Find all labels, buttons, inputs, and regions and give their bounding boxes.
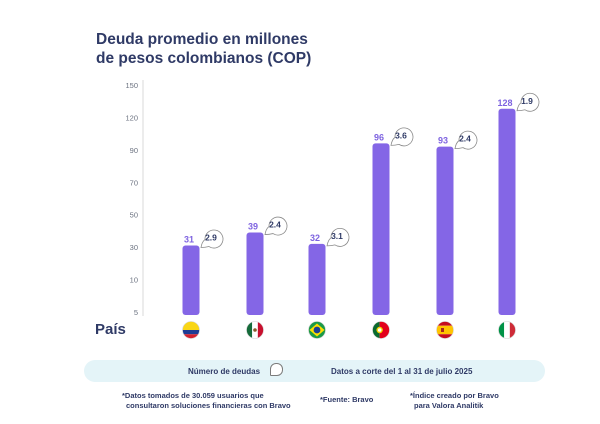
debt-count-bubble bbox=[326, 228, 350, 247]
bar-value-label: 31 bbox=[184, 235, 194, 245]
debt-count-label: 2.9 bbox=[205, 233, 217, 243]
y-tick-label: 10 bbox=[130, 276, 138, 285]
mexico-flag-icon bbox=[246, 321, 264, 339]
debt-count-label: 3.1 bbox=[331, 231, 343, 241]
speech-bubble-icon bbox=[270, 363, 283, 376]
chart-title: Deuda promedio en millones de pesos colo… bbox=[96, 30, 311, 68]
chart-title-line-2: de pesos colombianos (COP) bbox=[96, 50, 312, 67]
footnote-index-line-1: *Índice creado por Bravo bbox=[410, 391, 499, 400]
y-tick-label: 30 bbox=[130, 243, 138, 252]
brazil-flag-icon bbox=[308, 321, 326, 339]
y-tick-label: 50 bbox=[130, 211, 138, 220]
y-tick-label: 90 bbox=[130, 146, 138, 155]
debt-count-label: 1.9 bbox=[521, 96, 533, 106]
bar-value-label: 39 bbox=[248, 222, 258, 232]
y-tick-label: 70 bbox=[130, 178, 138, 187]
bar-value-label: 32 bbox=[310, 233, 320, 243]
debt-count-bubble bbox=[516, 92, 540, 112]
footnote-source-text: *Fuente: Bravo bbox=[320, 395, 374, 404]
debt-count-label: 2.4 bbox=[269, 220, 281, 230]
footnote-index: *Índice creado por Bravo para Valora Ana… bbox=[410, 391, 499, 411]
footnote-sample: *Datos tomados de 30.059 usuarios que co… bbox=[122, 391, 291, 411]
debt-count-bubble bbox=[390, 127, 414, 147]
x-axis-label: País bbox=[95, 321, 126, 338]
bar-2 bbox=[246, 232, 264, 315]
colombia-flag-icon bbox=[182, 321, 200, 339]
bar-4 bbox=[372, 143, 390, 315]
debt-count-bubble bbox=[454, 130, 478, 150]
bar-5 bbox=[436, 146, 454, 315]
bar-1 bbox=[182, 245, 200, 315]
italy-flag-icon bbox=[498, 321, 516, 339]
bar-value-label: 93 bbox=[438, 136, 448, 146]
footnote-sample-line-2: consultaron soluciones financieras con B… bbox=[126, 401, 291, 410]
bar-value-label: 128 bbox=[497, 98, 512, 108]
data-period-label: Datos a corte del 1 al 31 de julio 2025 bbox=[331, 367, 473, 376]
chart-title-line-1: Deuda promedio en millones bbox=[96, 31, 308, 48]
debt-count-bubble bbox=[264, 216, 288, 236]
bar-value-label: 96 bbox=[374, 132, 384, 142]
footnote-source: *Fuente: Bravo bbox=[320, 395, 373, 405]
y-tick-label: 5 bbox=[134, 308, 138, 317]
footnote-sample-line-1: *Datos tomados de 30.059 usuarios que bbox=[122, 391, 264, 400]
debt-count-legend-label: Número de deudas bbox=[188, 367, 261, 376]
footnote-index-line-2: para Valora Analitik bbox=[414, 401, 484, 410]
y-tick-label: 150 bbox=[125, 81, 138, 90]
bar-6 bbox=[498, 108, 516, 316]
debt-count-bubble bbox=[200, 229, 224, 249]
spain-flag-icon bbox=[436, 321, 454, 339]
legend-info-bar: Número de deudas Datos a corte del 1 al … bbox=[84, 360, 545, 382]
portugal-flag-icon bbox=[372, 321, 390, 339]
y-tick-label: 120 bbox=[125, 113, 138, 122]
debt-count-label: 3.6 bbox=[395, 130, 407, 140]
bar-3 bbox=[308, 243, 326, 315]
debt-count-label: 2.4 bbox=[459, 134, 471, 144]
